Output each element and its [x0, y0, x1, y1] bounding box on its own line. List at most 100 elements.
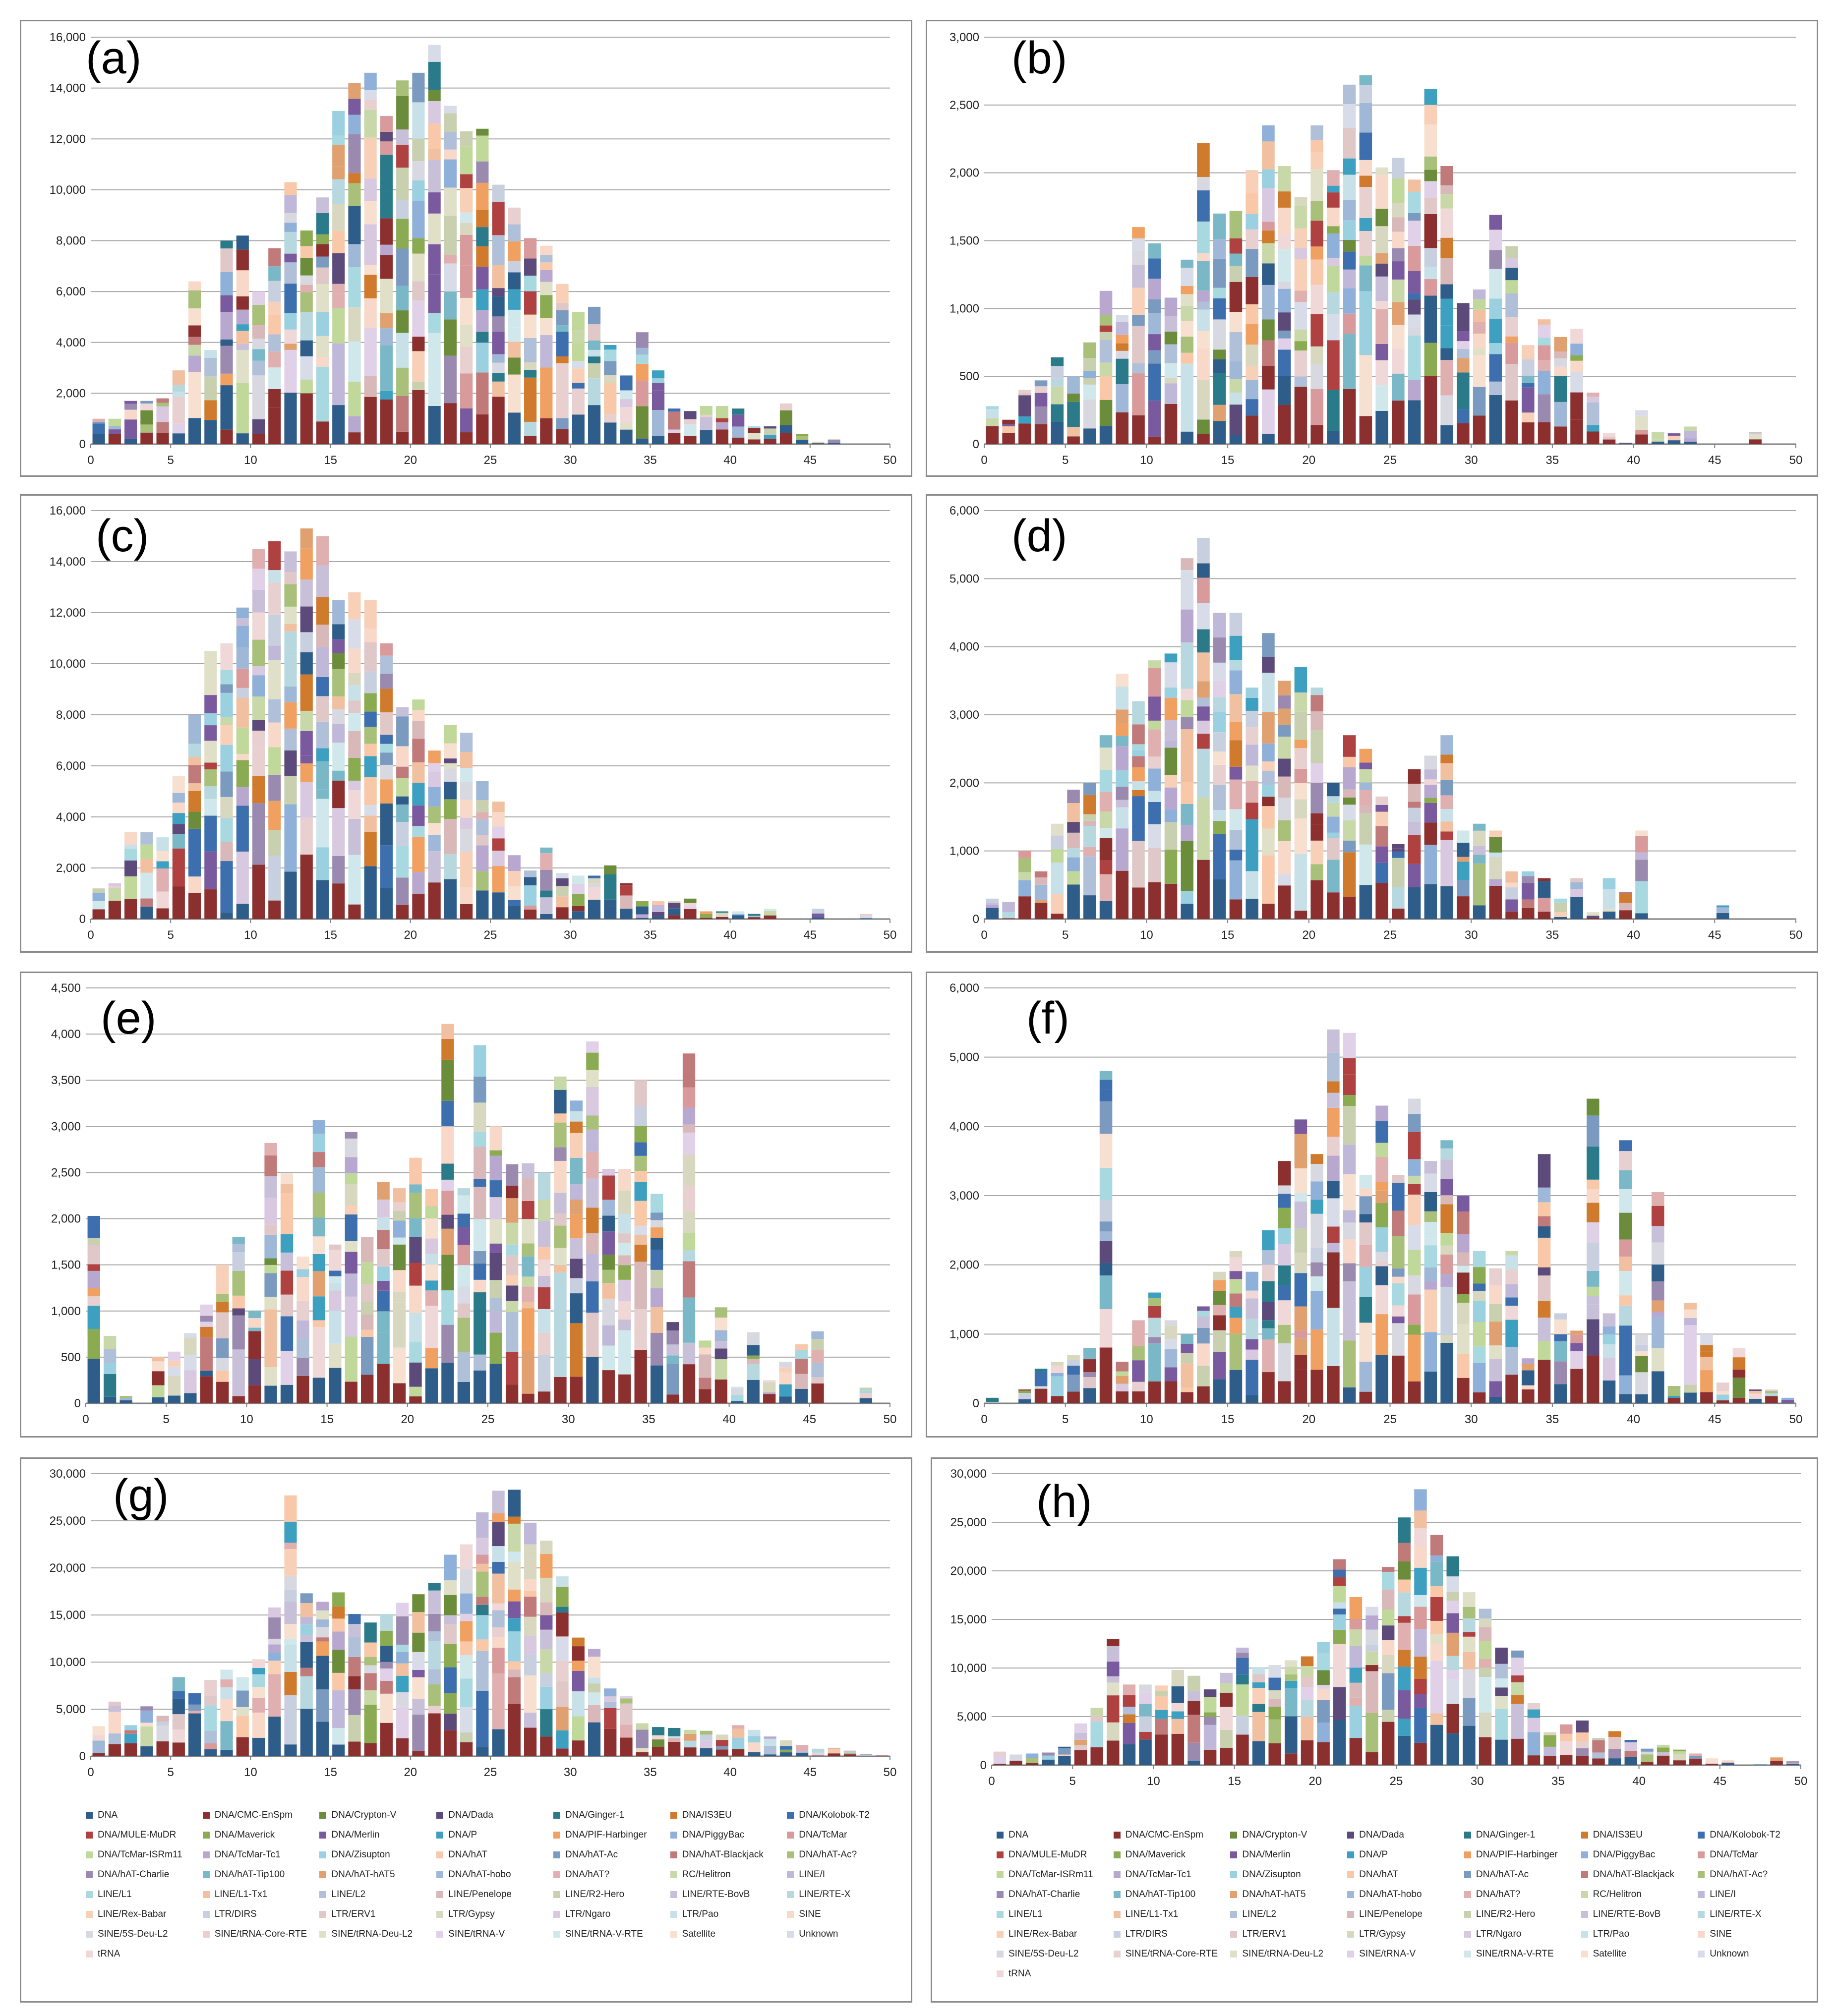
bar-segment	[537, 1247, 551, 1260]
bar-segment	[489, 1311, 502, 1333]
bar-segment	[506, 1274, 519, 1286]
y-tick-label: 3,000	[949, 31, 979, 44]
bar-segment	[428, 192, 441, 214]
bar-segment	[1278, 349, 1291, 376]
bar-segment	[1116, 335, 1129, 344]
bar-segment	[1058, 1756, 1071, 1765]
bar-segment	[1034, 903, 1048, 919]
stacked-bar	[300, 230, 313, 444]
bar-segment	[1408, 864, 1421, 887]
bar-segment	[1213, 751, 1226, 765]
bar-segment	[380, 674, 393, 689]
bar-segment	[361, 1336, 374, 1375]
bar-segment	[1123, 1707, 1136, 1715]
bar-segment	[1343, 1145, 1356, 1174]
bar-segment	[476, 835, 489, 846]
bar-segment	[396, 1652, 409, 1664]
bar-segment	[104, 1363, 117, 1374]
bar-segment	[1343, 1105, 1356, 1145]
bar-segment	[444, 159, 457, 188]
bar-segment	[156, 433, 169, 444]
bar-segment	[1392, 348, 1405, 374]
bar-segment	[779, 1749, 793, 1753]
bar-segment	[860, 914, 873, 916]
bar-segment	[1310, 824, 1323, 841]
bar-segment	[441, 1228, 454, 1255]
bar-segment	[364, 376, 377, 397]
bar-segment	[332, 145, 345, 167]
stacked-bar	[204, 651, 217, 919]
bar-segment	[444, 1644, 457, 1668]
bar-segment	[1392, 1276, 1405, 1283]
bar-segment	[731, 1388, 744, 1395]
bar-segment	[425, 1218, 438, 1239]
bar-segment	[1197, 1366, 1210, 1386]
bar-segment	[1765, 1391, 1778, 1393]
bar-segment	[508, 1601, 521, 1618]
bar-segment	[1657, 1755, 1670, 1765]
bar-segment	[1327, 207, 1340, 227]
bar-segment	[460, 1678, 473, 1708]
bar-segment	[1554, 1384, 1567, 1403]
x-tick-label: 5	[168, 1766, 174, 1779]
bar-segment	[1408, 335, 1421, 380]
bar-segment	[316, 1602, 329, 1611]
stacked-bar	[492, 1491, 505, 1756]
bar-segment	[508, 1561, 521, 1590]
bar-segment	[1343, 1058, 1356, 1075]
bar-segment	[1148, 313, 1161, 335]
bar-segment	[1067, 436, 1080, 444]
bar-segment	[779, 1362, 792, 1368]
bar-segment	[236, 1690, 249, 1707]
bar-segment	[1148, 1298, 1161, 1306]
bar-segment	[634, 1225, 647, 1235]
bar-segment	[556, 1613, 569, 1637]
bar-segment	[329, 1368, 342, 1403]
y-tick-label: 20,000	[50, 1561, 86, 1575]
bar-segment	[428, 1713, 441, 1756]
bar-segment	[1440, 735, 1453, 755]
bar-segment	[252, 612, 265, 640]
bar-segment	[476, 1650, 489, 1691]
legend-label: Satellite	[682, 1929, 716, 1939]
bar-segment	[1538, 1360, 1551, 1403]
bar-segment	[457, 1352, 470, 1382]
stacked-bar	[1554, 898, 1567, 919]
stacked-bar	[168, 1351, 181, 1403]
bar-segment	[1148, 1318, 1161, 1337]
bar-segment	[460, 1732, 473, 1742]
stacked-bar	[268, 248, 281, 444]
legend-swatch	[1230, 1951, 1238, 1958]
bar-segment	[232, 1237, 245, 1244]
bar-segment	[236, 433, 249, 444]
legend-swatch	[670, 1891, 677, 1898]
bar-segment	[572, 383, 585, 389]
legend-swatch	[1698, 1871, 1705, 1878]
bar-segment	[444, 263, 457, 292]
bar-segment	[396, 846, 409, 878]
bar-segment	[1359, 769, 1372, 783]
bar-segment	[412, 1677, 425, 1699]
bar-segment	[252, 864, 265, 919]
bar-segment	[1463, 1607, 1476, 1618]
stacked-bar	[1262, 1230, 1275, 1403]
bar-segment	[524, 1558, 537, 1579]
bar-segment	[682, 1154, 696, 1186]
bar-segment	[1424, 156, 1437, 170]
bar-segment	[1392, 401, 1405, 444]
bar-segment	[476, 800, 489, 812]
bar-segment	[556, 429, 569, 444]
legend-label: LINE/L1	[1008, 1909, 1043, 1919]
bar-segment	[1294, 768, 1307, 783]
bar-segment	[284, 284, 297, 313]
bar-segment	[441, 1038, 454, 1060]
y-tick-label: 25,000	[50, 1514, 86, 1528]
legend-label: DNA/Dada	[1359, 1830, 1404, 1840]
stacked-bar	[92, 418, 105, 444]
bar-segment	[682, 1211, 696, 1233]
bar-segment	[204, 1749, 217, 1756]
bar-segment	[460, 1641, 473, 1655]
bar-segment	[1479, 1627, 1492, 1641]
bar-segment	[280, 1316, 294, 1351]
x-tick-label: 25	[481, 1413, 495, 1426]
